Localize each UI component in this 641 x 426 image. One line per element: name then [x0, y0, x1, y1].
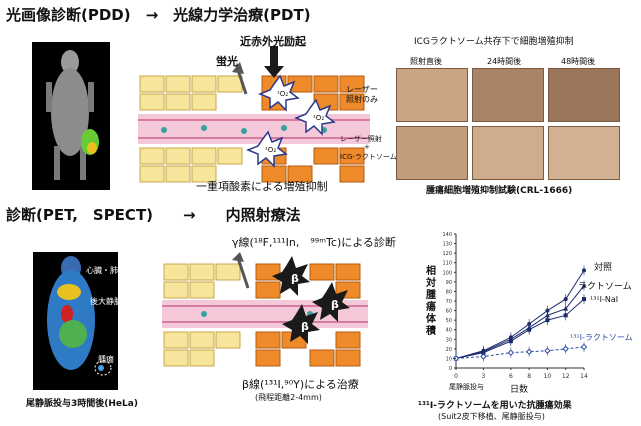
data-point: [581, 283, 587, 288]
y-tick-label: 130: [442, 242, 452, 248]
micrograph-r2c1: [396, 126, 468, 180]
pet-tumor-label: 腫瘍: [98, 355, 114, 364]
y-tick-label: 70: [446, 299, 452, 305]
data-point: [507, 349, 515, 356]
y-tick-label: 140: [442, 232, 452, 238]
mouse-fluorescence-image: [32, 42, 110, 190]
col-header-1: 24時間後: [487, 57, 522, 66]
legend-series-0: 対照: [594, 263, 613, 273]
data-point: [508, 339, 513, 344]
chart-subcaption: (Suit2皮下移植、尾静脈投与): [438, 412, 545, 421]
o2-label-2: ¹O₂: [313, 114, 325, 122]
row2-label-b: +: [364, 143, 370, 151]
y-tick-label: 30: [446, 337, 452, 343]
normal-cells: [163, 263, 241, 367]
y-tick-label: 20: [446, 347, 452, 353]
col-header-2: 48時間後: [561, 57, 596, 66]
data-point: [563, 297, 568, 302]
pet-caption: 尾静脈投与3時間後(HeLa): [26, 399, 138, 409]
pet-heart-label: 心臓・肺: [86, 266, 118, 275]
fluorescence-label: 蛍光: [216, 55, 238, 68]
data-point: [527, 327, 532, 332]
blood-vessel: [138, 114, 370, 144]
x-tick-label: 12: [562, 373, 570, 380]
o2-label-3: ¹O₂: [265, 146, 277, 154]
beta-burst-icon: [272, 256, 350, 344]
pet-vena-label: 後大静脈: [90, 297, 122, 306]
col-header-0: 照射直後: [410, 57, 442, 66]
pet-image: [33, 252, 118, 390]
tumor-cells: [255, 263, 361, 367]
beta-mark-3: β: [301, 320, 309, 333]
x-tick-label: 0: [454, 373, 458, 380]
nir-label: 近赤外光励起: [240, 35, 306, 48]
singlet-oxygen-caption: 一重項酸素による増殖抑制: [196, 180, 328, 193]
y-tick-label: 80: [446, 289, 452, 295]
invitro-caption: 腫瘍細胞増殖抑制試験(CRL-1666): [426, 186, 573, 196]
pdt-schematic: [134, 36, 374, 184]
row1-label-b: 照射のみ: [346, 95, 378, 104]
x-tick-label: 14: [580, 373, 588, 380]
row2-label-a: レーザー照射: [340, 135, 382, 143]
micrograph-r2c3: [548, 126, 620, 180]
micrograph-r2c2: [472, 126, 544, 180]
chart-svg: 0 10 20 30 40 50 60 70 80 90 100 110 120 130 140 0 3 6 8 10…: [442, 232, 588, 380]
gamma-arrow-icon: [232, 252, 244, 262]
x-tick-label: 3: [482, 373, 486, 380]
mouse-silhouette-icon: [46, 50, 99, 180]
data-point: [544, 312, 550, 318]
o2-label-1: ¹O₂: [277, 90, 289, 98]
chart-xlabel: 日数: [510, 385, 529, 395]
beta-label: β線(¹³¹I,⁹⁰Y)による治療: [242, 378, 359, 391]
row1-label-a: レーザー: [346, 85, 378, 94]
data-point: [525, 348, 533, 355]
chart-xnote: 尾静脈投与: [449, 383, 484, 391]
y-tick-label: 100: [442, 270, 452, 276]
fluorescence-arrow-icon: [232, 62, 244, 74]
range-label: (飛程距離2-4mm): [255, 393, 322, 402]
data-point: [544, 347, 551, 354]
y-tick-label: 120: [442, 251, 452, 257]
y-tick-label: 50: [446, 318, 452, 324]
micrograph-r1c3: [548, 68, 620, 122]
top-title: 光画像診断(PDD) → 光線力学治療(PDT): [6, 6, 311, 24]
singlet-oxygen-burst-icon: [245, 74, 336, 168]
x-tick-label: 8: [527, 373, 531, 380]
data-point: [563, 306, 569, 311]
chart-caption: ¹³¹I-ラクトソームを用いた抗腫瘍効果: [418, 401, 572, 411]
chart-ylabel: 相対腫瘍体積: [426, 266, 436, 337]
row2-label-c: ICG-ラクトソーム: [340, 153, 397, 161]
normal-cells: [139, 75, 243, 183]
beta-mark-2: β: [331, 298, 339, 311]
tumor-volume-chart: 0 10 20 30 40 50 60 70 80 90 100 110 120 130 140 0 3 6 8 10…: [396, 228, 636, 396]
x-tick-label: 6: [509, 373, 513, 380]
x-tick-label: 10: [544, 373, 552, 380]
gamma-label: γ線(¹⁸F,¹¹¹In, ⁹⁹ᵐTc)による診断: [232, 236, 396, 249]
y-tick-label: 110: [442, 261, 452, 267]
beta-mark-1: β: [291, 272, 299, 285]
nir-arrow-icon: [264, 66, 284, 78]
y-tick-label: 40: [446, 328, 452, 334]
data-point: [580, 343, 588, 351]
legend-series-1: ラクトソーム: [578, 282, 632, 292]
radiotherapy-schematic: [160, 252, 370, 370]
data-point: [582, 297, 586, 302]
micrograph-r1c1: [396, 68, 468, 122]
y-tick-label: 10: [446, 356, 452, 362]
legend-series-3: ¹³¹I-ラクトソーム: [570, 333, 633, 342]
invitro-title: ICGラクトソーム共存下で細胞増殖抑制: [414, 37, 574, 47]
data-point: [480, 353, 487, 360]
data-point: [563, 313, 568, 318]
y-tick-label: 0: [449, 366, 452, 372]
y-tick-label: 90: [446, 280, 452, 286]
micrograph-r1c2: [472, 68, 544, 122]
data-point: [545, 318, 550, 323]
data-point: [562, 345, 569, 353]
bottom-title: 診断(PET, SPECT) → 内照射療法: [6, 206, 301, 224]
y-tick-label: 60: [446, 309, 452, 315]
legend-series-2: ¹³¹I-NaI: [590, 295, 619, 304]
data-point: [582, 268, 586, 273]
